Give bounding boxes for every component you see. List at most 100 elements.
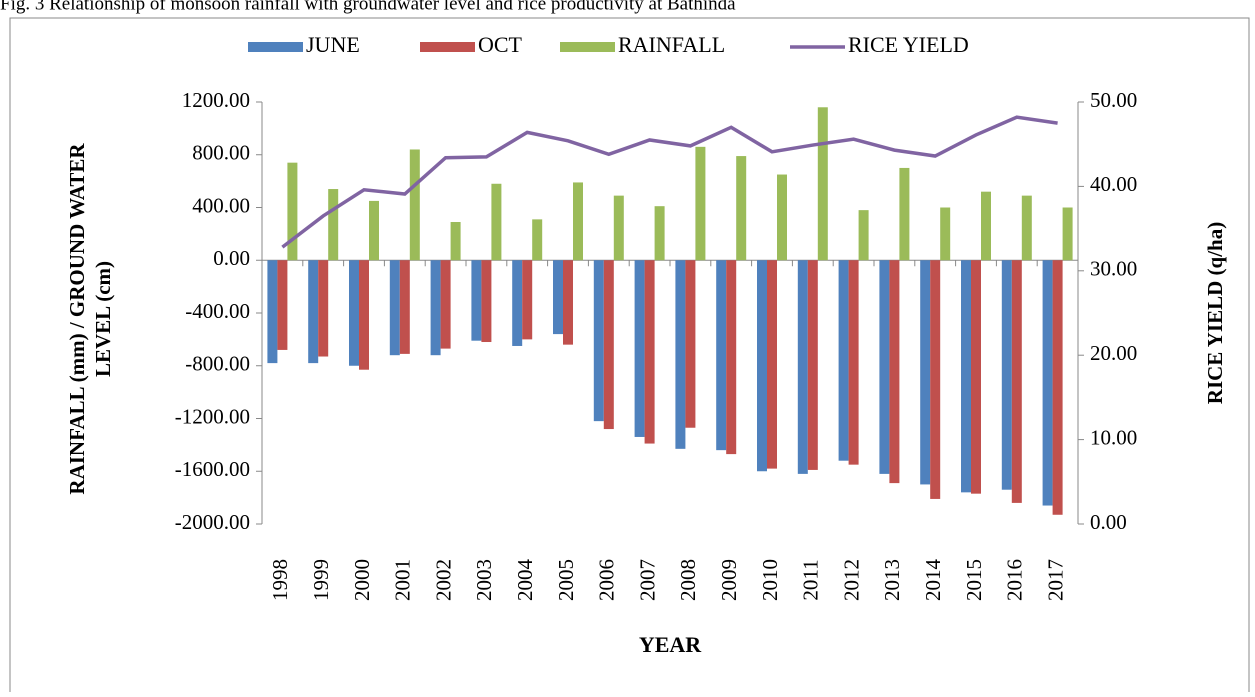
- bar: [1011, 260, 1022, 503]
- y2-axis-title: RICE YIELD (q/ha): [1203, 221, 1227, 405]
- y2-tick-label: 30.00: [1090, 257, 1137, 281]
- bar: [613, 195, 624, 261]
- bar: [593, 260, 604, 422]
- bar: [440, 260, 451, 349]
- x-tick-label: 2006: [595, 559, 619, 601]
- bar: [899, 167, 910, 261]
- bar: [757, 260, 767, 472]
- bar: [328, 189, 339, 261]
- legend-swatch: [420, 42, 475, 52]
- x-tick-label: 2007: [635, 559, 659, 601]
- bar: [522, 260, 533, 340]
- x-tick-label: 1999: [309, 559, 333, 601]
- bar: [848, 260, 859, 465]
- bar: [399, 260, 410, 354]
- bar: [277, 260, 288, 350]
- bar: [481, 260, 492, 343]
- bar: [807, 260, 818, 470]
- x-tick-label: 1998: [268, 559, 292, 601]
- x-tick-label: 2003: [472, 559, 496, 601]
- x-tick-label: 2010: [758, 559, 782, 601]
- x-tick-label: 2015: [962, 559, 986, 601]
- x-tick-label: 2016: [1003, 559, 1027, 601]
- bar: [685, 260, 696, 428]
- bar: [726, 260, 737, 455]
- x-tick-label: 2017: [1043, 559, 1067, 601]
- y-tick-label: -1600.00: [175, 457, 250, 481]
- x-tick-label: 2000: [350, 559, 374, 601]
- bar: [308, 260, 319, 364]
- x-tick-label: 2009: [717, 559, 741, 601]
- bar: [858, 210, 869, 261]
- bar: [1062, 207, 1073, 261]
- x-tick-label: 2011: [799, 559, 823, 600]
- bar: [961, 260, 971, 493]
- bar: [471, 260, 482, 341]
- bar: [573, 182, 583, 261]
- legend-label: JUNE: [306, 32, 360, 57]
- legend-label: OCT: [478, 32, 523, 57]
- x-tick-label: 2005: [554, 559, 578, 601]
- y-tick-label: -400.00: [185, 299, 250, 323]
- bar: [430, 260, 441, 356]
- bar: [287, 162, 298, 261]
- bar: [695, 146, 706, 261]
- bar: [736, 156, 747, 261]
- bar: [767, 260, 777, 469]
- bar: [940, 207, 951, 261]
- y2-tick-label: 20.00: [1090, 341, 1137, 365]
- bar: [1001, 260, 1012, 490]
- bar: [491, 183, 502, 261]
- legend-swatch: [248, 42, 303, 52]
- bar: [450, 222, 461, 261]
- legend-label: RAINFALL: [618, 32, 725, 57]
- y-tick-label: 0.00: [213, 246, 250, 270]
- y-tick-label: -800.00: [185, 352, 250, 376]
- y2-tick-label: 0.00: [1090, 510, 1127, 534]
- y2-tick-label: 40.00: [1090, 172, 1137, 196]
- x-axis-title: YEAR: [639, 632, 702, 657]
- y-tick-label: -2000.00: [175, 510, 250, 534]
- x-tick-label: 2014: [921, 559, 945, 602]
- bar: [644, 260, 655, 444]
- x-tick-label: 2008: [676, 559, 700, 601]
- bar: [1021, 195, 1032, 261]
- y-axis-title: RAINFALL (mm) / GROUND WATER LEVEL (cm): [65, 143, 115, 495]
- y2-tick-label: 10.00: [1090, 425, 1137, 449]
- bar: [532, 219, 543, 261]
- bar: [716, 260, 727, 451]
- x-tick-label: 2001: [391, 559, 415, 601]
- bar: [879, 260, 890, 474]
- bar: [654, 206, 665, 261]
- bar: [359, 260, 369, 370]
- y-tick-label: 800.00: [192, 141, 250, 165]
- bar: [1052, 260, 1063, 515]
- bar: [563, 260, 573, 345]
- bar: [817, 107, 828, 261]
- bar: [838, 260, 849, 461]
- bar: [267, 260, 278, 364]
- y-tick-label: -1200.00: [175, 404, 250, 428]
- bar: [930, 260, 941, 499]
- bar: [603, 260, 614, 430]
- bar: [634, 260, 645, 437]
- legend-label: RICE YIELD: [848, 32, 969, 57]
- bar: [349, 260, 359, 366]
- bar: [777, 174, 787, 261]
- y2-tick-label: 50.00: [1090, 88, 1137, 112]
- bar: [981, 191, 991, 261]
- line: [281, 115, 1058, 249]
- bar: [369, 200, 379, 261]
- x-tick-label: 2012: [839, 559, 863, 601]
- bar: [797, 260, 808, 474]
- bar: [409, 149, 420, 261]
- bar: [920, 260, 931, 485]
- bar: [553, 260, 563, 335]
- caption: Fig. 3 Relationship of monsoon rainfall …: [0, 0, 736, 14]
- x-tick-label: 2013: [880, 559, 904, 601]
- bar: [1042, 260, 1053, 506]
- bar: [389, 260, 400, 356]
- bar: [971, 260, 981, 494]
- bar: [512, 260, 523, 346]
